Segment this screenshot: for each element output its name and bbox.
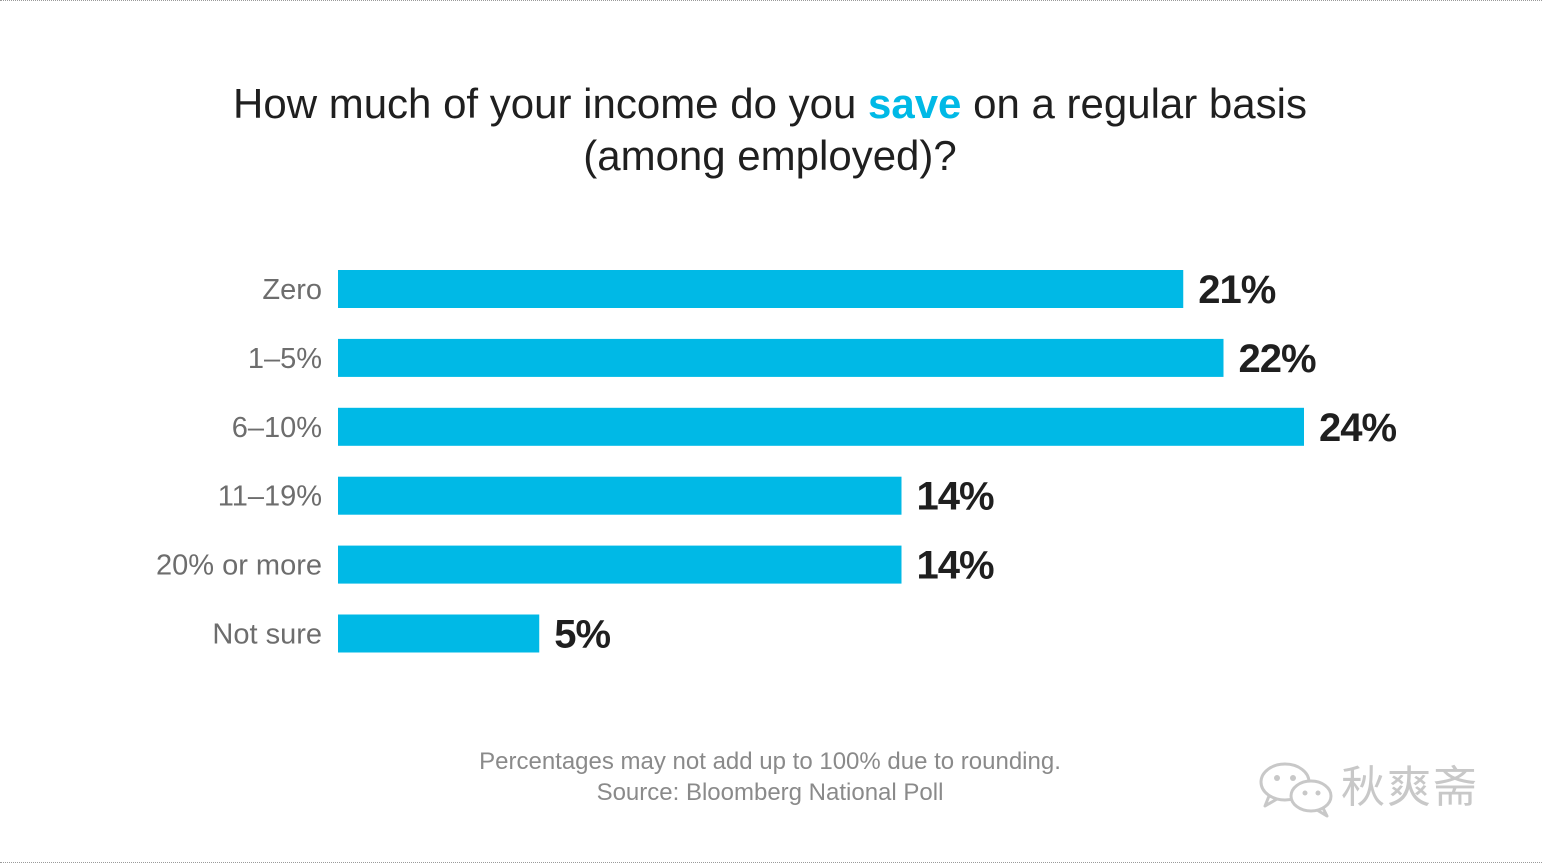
category-label: 20% or more — [156, 550, 322, 582]
title-line-1: How much of your income do you save on a… — [120, 78, 1420, 130]
value-label: 14% — [917, 544, 994, 588]
watermark-text: 秋爽斋 — [1341, 762, 1479, 813]
title-text-after: on a regular basis — [961, 80, 1307, 127]
watermark: 秋爽斋 — [1255, 758, 1505, 818]
bar — [338, 614, 540, 653]
wechat-icon — [1259, 762, 1333, 818]
category-label: 11–19% — [218, 481, 322, 513]
chart-title: How much of your income do you save on a… — [120, 78, 1420, 182]
top-border — [0, 0, 1542, 1]
category-label: 1–5% — [248, 343, 322, 375]
value-label: 14% — [917, 475, 994, 519]
bar — [338, 545, 902, 584]
title-highlight: save — [867, 80, 962, 127]
value-label: 5% — [554, 613, 610, 657]
bar — [338, 476, 902, 515]
category-label: Not sure — [212, 619, 322, 651]
value-label: 21% — [1198, 268, 1275, 312]
value-label: 24% — [1319, 406, 1396, 450]
footnote-source: Source: Bloomberg National Poll — [596, 779, 944, 806]
footnote: Percentages may not add up to 100% due t… — [370, 746, 1170, 808]
title-text-before: How much of your income do you — [233, 80, 868, 127]
category-label: 6–10% — [232, 412, 322, 444]
bottom-border — [0, 862, 1542, 863]
title-line-2: (among employed)? — [583, 132, 957, 179]
bar — [338, 270, 1184, 308]
footnote-note: Percentages may not add up to 100% due t… — [479, 748, 1061, 775]
value-label: 22% — [1239, 337, 1316, 381]
category-label: Zero — [262, 274, 322, 306]
bar — [338, 407, 1304, 446]
bar — [338, 338, 1224, 377]
